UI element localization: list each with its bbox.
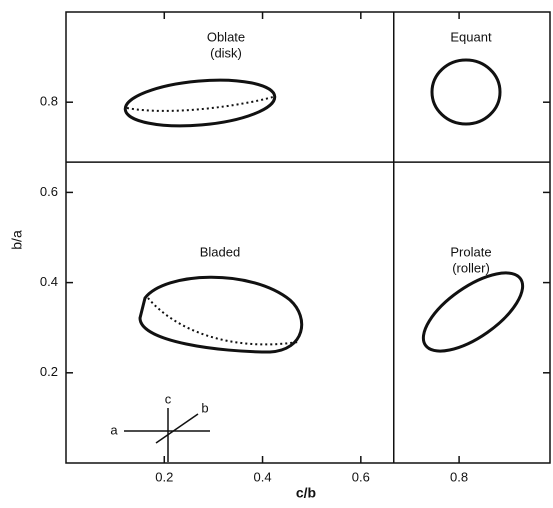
bladed-shape xyxy=(138,275,304,354)
inset-b-axis xyxy=(155,413,199,444)
region-label: Oblate xyxy=(207,29,245,44)
prolate-shape xyxy=(421,271,525,353)
x-axis-label: c/b xyxy=(296,485,316,501)
region-label: Bladed xyxy=(200,244,240,259)
x-tick-label: 0.4 xyxy=(254,469,272,484)
equant-shape xyxy=(430,58,502,126)
y-tick-label: 0.4 xyxy=(40,274,58,289)
bladed-dotted-edge xyxy=(147,297,299,346)
x-tick-label: 0.8 xyxy=(450,469,468,484)
y-axis-label: b/a xyxy=(9,230,25,250)
oblate-shape xyxy=(123,78,277,128)
inset-label: c xyxy=(165,391,172,406)
region-label: Equant xyxy=(450,29,492,44)
inset-label: b xyxy=(201,400,208,415)
region-label: (roller) xyxy=(452,260,490,275)
y-tick-label: 0.6 xyxy=(40,184,58,199)
y-tick-label: 0.2 xyxy=(40,364,58,379)
x-tick-label: 0.6 xyxy=(352,469,370,484)
region-label: (disk) xyxy=(210,45,242,60)
inset-label: a xyxy=(110,422,118,437)
region-label: Prolate xyxy=(450,244,491,259)
plot-frame xyxy=(65,11,551,464)
x-tick-label: 0.2 xyxy=(155,469,173,484)
oblate-dotted-edge xyxy=(126,96,274,112)
y-tick-label: 0.8 xyxy=(40,94,58,109)
